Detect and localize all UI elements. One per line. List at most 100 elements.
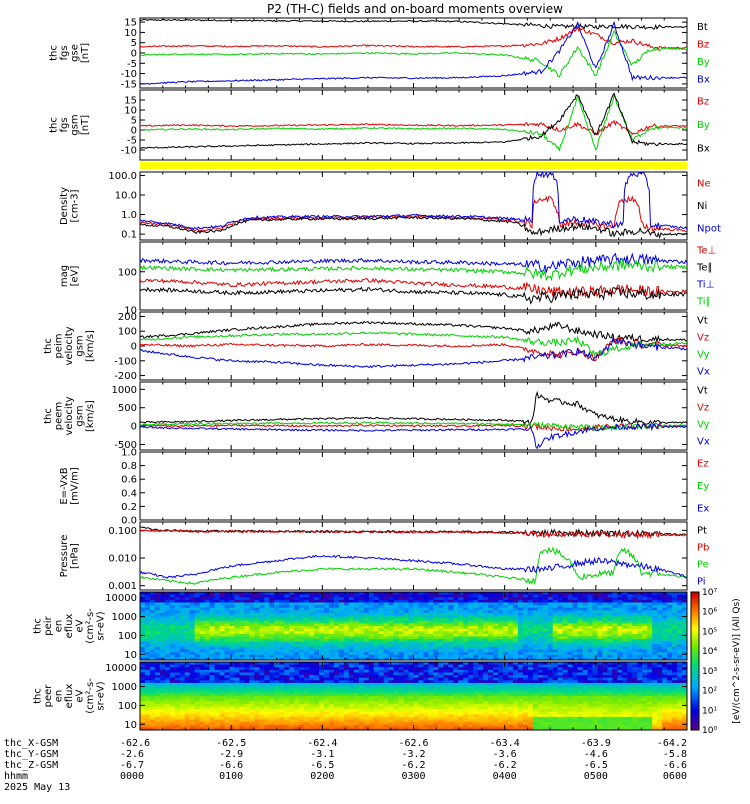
y-axis-label: velocity xyxy=(64,326,75,365)
peir_spec-pixels xyxy=(140,592,688,661)
series-ve-Vt xyxy=(140,393,687,425)
legend-entry: Ne xyxy=(697,178,711,189)
y-axis-label: gse xyxy=(69,44,80,62)
series-temps-Te∥ xyxy=(140,288,687,304)
x-tick-label: -62.6 xyxy=(398,738,428,749)
chart-title: P2 (TH-C) fields and on-board moments ov… xyxy=(267,2,563,16)
y-axis-label: eV xyxy=(75,619,86,632)
y-tick-label: 10 xyxy=(124,720,137,731)
colorbar-tick: 10⁷ xyxy=(702,588,717,598)
y-tick-label: -15 xyxy=(121,79,137,90)
y-axis-label: eflux xyxy=(64,684,75,709)
series-vi-Vy xyxy=(140,332,687,356)
y-axis-label: [km/s] xyxy=(85,330,96,362)
x-tick-label: 0400 xyxy=(493,771,517,782)
legend-entry: Vy xyxy=(697,350,710,361)
legend-entry: Pt xyxy=(697,526,707,537)
y-tick-label: 0 xyxy=(131,422,137,433)
y-axis-label: mag xyxy=(59,265,70,287)
colorbar-tick: 10⁵ xyxy=(702,627,717,637)
x-tick-label: 0200 xyxy=(310,771,334,782)
y-axis-label: peer xyxy=(43,684,54,708)
y-tick-label: -10 xyxy=(121,146,137,157)
series-vi-Vt xyxy=(140,322,687,342)
x-tick-label: 0300 xyxy=(401,771,425,782)
x-row-label: 2025 May 13 xyxy=(4,782,70,793)
y-tick-label: 1000 xyxy=(112,385,137,396)
y-tick-label: 0.001 xyxy=(108,581,137,592)
legend-entry: Vx xyxy=(697,437,710,448)
colorbar-tick: 10² xyxy=(702,687,717,697)
legend-entry: Pe xyxy=(697,560,709,571)
y-axis-label: [cm-3] xyxy=(69,189,80,222)
y-axis-label: (cm²-s- xyxy=(85,678,96,714)
x-tick-label: 0500 xyxy=(584,771,608,782)
y-tick-label: 0 xyxy=(131,342,137,353)
series-fgs_gse-By xyxy=(140,31,687,77)
colorbar: 10⁷10⁶10⁵10⁴10³10²10¹10⁰[eV/(cm^2-s-sr-e… xyxy=(691,588,742,736)
y-axis-label: velocity xyxy=(64,396,75,435)
y-tick-label: 1.0 xyxy=(121,448,137,459)
y-tick-label: 1.0 xyxy=(121,210,137,221)
y-axis-label: eV xyxy=(75,689,86,702)
y-tick-label: 10 xyxy=(124,650,137,661)
x-tick-label: -5.8 xyxy=(663,749,687,760)
y-axis-label: [mV/m] xyxy=(69,467,80,505)
y-axis-label: sr-eV) xyxy=(96,611,107,640)
efield-frame xyxy=(140,452,687,520)
y-axis-label: (cm²-s- xyxy=(85,608,96,644)
y-tick-label: 10000 xyxy=(105,593,137,604)
y-axis-label: eflux xyxy=(64,614,75,639)
x-tick-label: -62.6 xyxy=(120,738,150,749)
x-tick-label: -64.2 xyxy=(657,738,687,749)
series-pressure-Pe xyxy=(140,548,687,585)
y-axis-label: thc xyxy=(48,45,59,61)
legend-entry: Te⊥ xyxy=(696,246,716,257)
y-axis-label: gsm xyxy=(75,335,86,356)
x-tick-label: -3.1 xyxy=(310,749,334,760)
x-tick-label: -2.6 xyxy=(120,749,144,760)
legend-entry: Pi xyxy=(697,577,706,588)
y-tick-label: 1000 xyxy=(112,682,137,693)
x-tick-label: 0600 xyxy=(663,771,687,782)
legend-entry: Npot xyxy=(697,224,721,235)
y-tick-label: 0.2 xyxy=(121,502,137,513)
y-axis-label: [nT] xyxy=(80,115,91,135)
y-tick-label: 0.100 xyxy=(108,526,137,537)
status-bar xyxy=(140,162,687,169)
y-tick-label: 100 xyxy=(118,701,137,712)
y-tick-label: -200 xyxy=(114,371,137,382)
series-fgs_gse-Bt xyxy=(140,19,687,29)
colorbar-tick: 10⁶ xyxy=(702,608,717,618)
x-tick-label: -6.2 xyxy=(401,760,425,771)
y-axis-label: peim xyxy=(54,333,65,358)
legend-entry: Ez xyxy=(697,458,709,469)
y-tick-label: 10.0 xyxy=(115,191,137,202)
x-tick-label: -6.5 xyxy=(584,760,608,771)
x-tick-label: -6.5 xyxy=(310,760,334,771)
y-axis-label: sr-eV) xyxy=(96,681,107,710)
y-tick-label: 0.4 xyxy=(121,488,137,499)
y-axis-label: peem xyxy=(54,402,65,430)
y-axis-label: gsm xyxy=(75,405,86,426)
x-tick-label: -62.5 xyxy=(216,738,246,749)
legend-entry: Bz xyxy=(697,39,709,50)
y-axis-label: thc xyxy=(33,618,44,634)
legend-entry: Vy xyxy=(697,420,710,431)
legend-entry: Pb xyxy=(697,543,709,554)
y-axis-label: en xyxy=(54,690,65,703)
y-tick-label: 0.8 xyxy=(121,461,137,472)
legend-entry: Ey xyxy=(697,481,709,492)
legend-entry: Bx xyxy=(697,143,710,154)
legend-entry: Ex xyxy=(697,504,709,515)
y-axis-label: thc xyxy=(33,688,44,704)
y-tick-label: 100 xyxy=(118,631,137,642)
series-pressure-Pi xyxy=(140,555,687,578)
